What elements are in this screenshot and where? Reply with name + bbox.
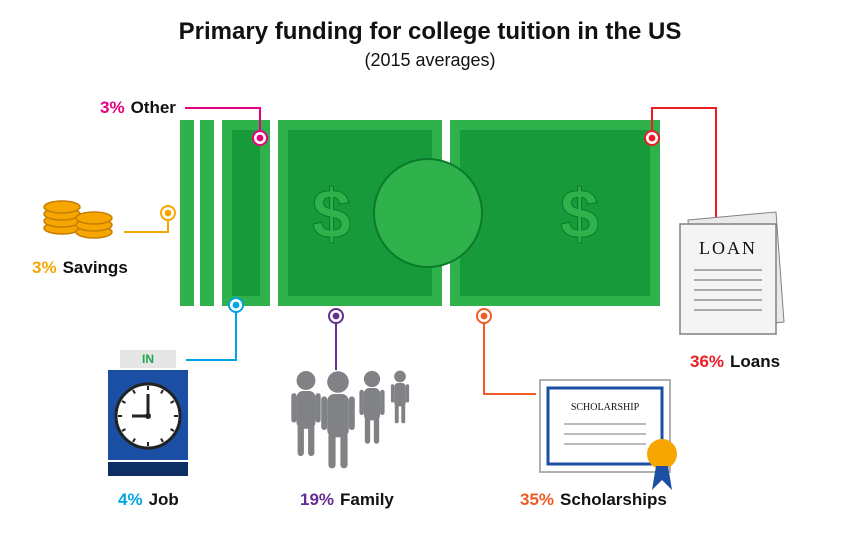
dollar-sign-icon: $ (312, 175, 351, 253)
label-other: 3% Other (100, 98, 176, 118)
pct-value: 36% (690, 352, 724, 371)
connector-node-dot-scholar (481, 313, 488, 320)
category-name: Savings (63, 258, 128, 277)
label-scholar: 35% Scholarships (520, 490, 667, 510)
dollar-sign-icon: $ (560, 175, 599, 253)
category-name: Job (149, 490, 179, 509)
pct-value: 4% (118, 490, 143, 509)
family-icon (291, 371, 409, 469)
connector-job (186, 305, 236, 360)
category-name: Loans (730, 352, 780, 371)
label-savings: 3% Savings (32, 258, 128, 278)
category-name: Other (131, 98, 176, 117)
bill-inner (232, 130, 260, 296)
loan-icon: LOAN (680, 212, 784, 334)
category-name: Family (340, 490, 394, 509)
bill-center-circle (374, 159, 482, 267)
connector-scholar (484, 316, 536, 394)
coins-icon (44, 201, 112, 238)
pct-value: 35% (520, 490, 554, 509)
bill-segment (200, 120, 214, 306)
graphic-layer: $ $ IN SCHOLARSHIP LOAN (0, 0, 860, 546)
svg-text:SCHOLARSHIP: SCHOLARSHIP (571, 402, 640, 413)
connector-loans (652, 108, 716, 220)
infographic-canvas: Primary funding for college tuition in t… (0, 0, 860, 546)
category-name: Scholarships (560, 490, 667, 509)
label-loans: 36% Loans (690, 352, 780, 372)
scholarship-icon: SCHOLARSHIP (540, 380, 677, 490)
label-job: 4% Job (118, 490, 179, 510)
pct-value: 19% (300, 490, 334, 509)
bill-inner (460, 130, 650, 296)
svg-text:LOAN: LOAN (699, 238, 757, 258)
connector-node-dot-other (257, 135, 264, 142)
pct-value: 3% (100, 98, 125, 117)
connector-node-dot-job (233, 302, 240, 309)
connector-node-dot-loans (649, 135, 656, 142)
label-family: 19% Family (300, 490, 394, 510)
svg-text:IN: IN (142, 352, 154, 366)
connector-node-dot-savings (165, 210, 172, 217)
connector-node-dot-family (333, 313, 340, 320)
bill-segment (180, 120, 194, 306)
pct-value: 3% (32, 258, 57, 277)
clock-icon: IN (108, 350, 188, 476)
